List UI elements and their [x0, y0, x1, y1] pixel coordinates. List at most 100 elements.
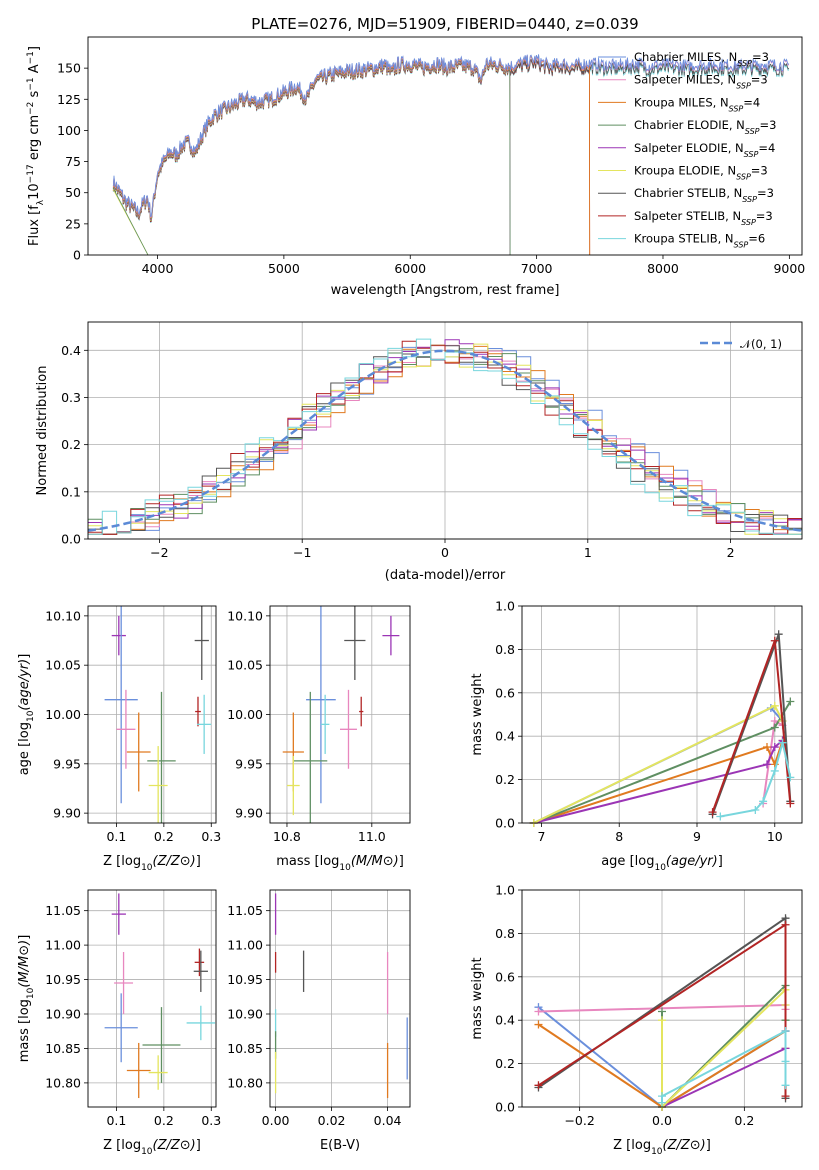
y-axis-label: mass weight	[470, 673, 485, 755]
marker-kroupa-stelib	[759, 797, 768, 806]
y-tick-label: 0.8	[495, 642, 515, 657]
x-tick-label: 0.00	[262, 1113, 290, 1128]
y-tick-label: 10.90	[45, 1007, 81, 1022]
x-tick-label: 9	[693, 829, 701, 844]
y-tick-label: 9.95	[53, 756, 81, 771]
point-chabrier-elodie	[293, 691, 328, 823]
errorbar-points	[104, 606, 212, 823]
y-tick-label: 50	[65, 185, 81, 200]
x-tick-label: 0.1	[106, 1113, 126, 1128]
y-tick-label: 10.80	[227, 1075, 263, 1090]
x-tick-label: 10	[767, 829, 783, 844]
marker-salpeter-elodie	[770, 743, 779, 752]
legend-label-salpeter-stelib: Salpeter STELIB, NSSP=3	[634, 209, 773, 227]
marker-kroupa-stelib	[786, 773, 795, 782]
spectrum-legend: Chabrier MILES, NSSP=3 Salpeter MILES, NS…	[598, 50, 776, 249]
x-tick-label: 8000	[647, 261, 679, 276]
legend-label-salpeter-elodie: Salpeter ELODIE, NSSP=4	[634, 141, 775, 159]
x-axis-label: wavelength [Angstrom, rest frame]	[331, 283, 560, 298]
y-tick-label: 0.4	[61, 343, 81, 358]
histogram-series	[88, 338, 802, 535]
y-tick-label: 11.05	[45, 903, 81, 918]
point-salpeter-elodie	[382, 615, 400, 656]
point-chabrier-miles	[104, 606, 138, 804]
axes-frame	[87, 321, 803, 540]
x-tick-label: 0	[441, 545, 449, 560]
marker-kroupa-stelib	[778, 738, 787, 747]
x-axis-label: Z [log10(Z/Z⊙)]	[103, 1138, 201, 1157]
point-chabrier-stelib	[193, 950, 208, 992]
y-tick-label: 10.80	[45, 1075, 81, 1090]
marker-kroupa-stelib	[658, 1092, 666, 1101]
chart-mass-vs-EBV: 0.00 0.02 0.04 10.80 10.85 10.90 10.95 11.00 11.…	[227, 889, 411, 1153]
errorbar-points	[282, 606, 400, 823]
point-salpeter-elodie	[111, 893, 126, 935]
point-kroupa-stelib	[197, 694, 212, 754]
chart-spectrum: 4000 5000 6000 7000 8000 9000 0 25 50 75 100 125 150…	[26, 36, 805, 298]
y-tick-label: 10.10	[227, 608, 263, 623]
marker-kroupa-stelib	[781, 1081, 790, 1090]
point-kroupa-elodie	[148, 1055, 168, 1090]
x-tick-label: −2	[150, 545, 168, 560]
point-kroupa-miles	[126, 1042, 151, 1099]
marker-kroupa-stelib	[781, 1057, 790, 1066]
y-tick-label: 0.2	[61, 437, 81, 452]
y-tick-label: 11.00	[45, 938, 81, 953]
point-chabrier-stelib	[194, 606, 209, 680]
errorbar-points	[104, 893, 216, 1099]
point-salpeter-miles	[114, 952, 134, 1014]
y-tick-label: 1.0	[495, 599, 515, 614]
point-kroupa-stelib	[186, 1005, 216, 1041]
point-chabrier-miles	[306, 606, 336, 804]
x-axis-label: mass [log10(M/M⊙)]	[276, 854, 404, 873]
point-salpeter-miles	[340, 689, 357, 769]
x-tick-label: 1	[584, 545, 592, 560]
x-tick-label: 0.0	[652, 1113, 672, 1128]
marker-kroupa-elodie	[770, 701, 779, 710]
y-tick-label: 10.05	[45, 658, 81, 673]
y-tick-label: 10.00	[227, 707, 263, 722]
y-tick-label: 75	[65, 154, 81, 169]
y-tick-label: 0.1	[61, 484, 81, 499]
y-axis-label: mass [log10(M/M⊙)]	[17, 935, 36, 1063]
marker-chabrier-elodie	[658, 1007, 666, 1016]
marker-kroupa-elodie	[658, 1016, 666, 1025]
chart-weight-vs-Z: −0.2 0.0 0.2 0.0 0.2 0.4 0.6 0.8 1.0 Z [log10(Z/Z…	[470, 883, 803, 1157]
legend-label-chabrier-elodie: Chabrier ELODIE, NSSP=3	[634, 118, 776, 136]
y-tick-label: 9.95	[235, 756, 263, 771]
y-tick-label: 1.0	[495, 883, 515, 898]
point-chabrier-stelib	[344, 606, 366, 680]
x-tick-label: 2	[727, 545, 735, 560]
y-tick-label: 10.10	[45, 608, 81, 623]
x-tick-label: 0.02	[318, 1113, 346, 1128]
line-kroupa-stelib	[720, 742, 792, 818]
x-tick-label: 10.8	[273, 829, 301, 844]
marker-salpeter-stelib	[534, 1081, 543, 1090]
series-salpeter-stelib	[708, 636, 795, 817]
x-tick-label: 0.2	[734, 1113, 754, 1128]
y-tick-label: 11.05	[227, 903, 263, 918]
chart-age-vs-mass: 10.8 11.0 9.90 9.95 10.00 10.05 10.10 mass [log…	[227, 605, 411, 873]
point-kroupa-elodie	[286, 755, 300, 816]
marker-kroupa-miles	[534, 1020, 543, 1029]
marker-salpeter-stelib	[770, 636, 779, 645]
y-tick-label: 10.90	[227, 1007, 263, 1022]
legend-label-kroupa-miles: Kroupa MILES, NSSP=4	[634, 95, 760, 113]
y-tick-label: 0.0	[495, 1100, 515, 1115]
y-tick-label: 0.4	[495, 729, 515, 744]
chart-mass-vs-Z: 0.1 0.2 0.3 10.80 10.85 10.90 10.95 11.00 11.05 Z…	[17, 889, 221, 1157]
x-tick-label: 0.3	[201, 829, 221, 844]
legend-label-salpeter-miles: Salpeter MILES, NSSP=3	[634, 73, 768, 91]
axes-frame	[269, 605, 411, 824]
marker-chabrier-stelib	[774, 630, 783, 639]
errorbar-points	[274, 893, 408, 1099]
y-tick-label: 0.0	[61, 532, 81, 547]
histogram-kroupa-miles	[88, 345, 802, 535]
axes-frame	[87, 36, 803, 256]
x-tick-label: 0.3	[201, 1113, 221, 1128]
y-tick-label: 9.90	[235, 806, 263, 821]
y-tick-label: 9.90	[53, 806, 81, 821]
marker-salpeter-stelib	[781, 920, 790, 929]
x-axis-label: Z [log10(Z/Z⊙)]	[613, 1138, 711, 1157]
